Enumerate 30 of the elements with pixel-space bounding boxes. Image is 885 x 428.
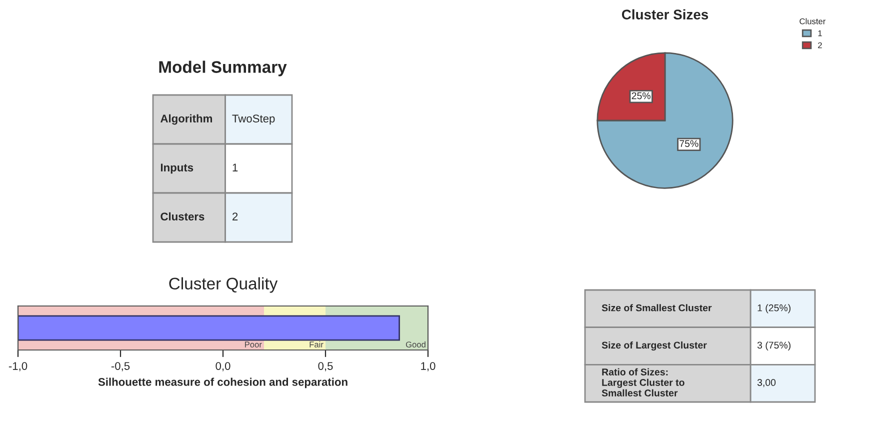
text: Size of Largest Cluster bbox=[602, 341, 707, 351]
band-label: Fair bbox=[310, 341, 324, 348]
text: 1 bbox=[232, 164, 238, 172]
text: Ratio of Sizes: Largest Cluster to Smallest Cluster bbox=[602, 368, 684, 396]
pie-slice bbox=[596, 52, 734, 189]
text: Inputs bbox=[160, 164, 194, 174]
text: 1 (25%) bbox=[758, 304, 790, 314]
chart-title: Cluster Sizes bbox=[622, 9, 708, 20]
text: TwoStep bbox=[232, 114, 275, 125]
legend-label: 2 bbox=[818, 42, 822, 48]
band-label: Poor bbox=[245, 342, 262, 348]
text: 3,00 bbox=[757, 379, 776, 388]
x-tick-label: -0,5 bbox=[111, 362, 130, 372]
data-label: 25% bbox=[632, 92, 650, 100]
text: Model Summary bbox=[159, 60, 287, 76]
text: Size of Smallest Cluster bbox=[602, 304, 712, 312]
x-tick-label: 0,0 bbox=[216, 362, 230, 372]
text: 3 (75%) bbox=[757, 341, 790, 351]
chart-title: Cluster Quality bbox=[169, 277, 278, 293]
text: Algorithm bbox=[160, 114, 212, 125]
x-axis-title: Silhouette measure of cohesion and separation bbox=[98, 378, 348, 388]
band-label: Good bbox=[406, 341, 426, 348]
x-tick-label: 0,5 bbox=[318, 362, 333, 372]
x-tick-label: -1,0 bbox=[8, 362, 28, 372]
text: 2 bbox=[232, 212, 238, 220]
x-tick-label: 1,0 bbox=[421, 362, 436, 372]
data-label: 75% bbox=[680, 140, 698, 148]
legend-label: 1 bbox=[818, 30, 822, 36]
text: Clusters bbox=[160, 212, 204, 220]
legend-title: Cluster bbox=[800, 18, 826, 24]
